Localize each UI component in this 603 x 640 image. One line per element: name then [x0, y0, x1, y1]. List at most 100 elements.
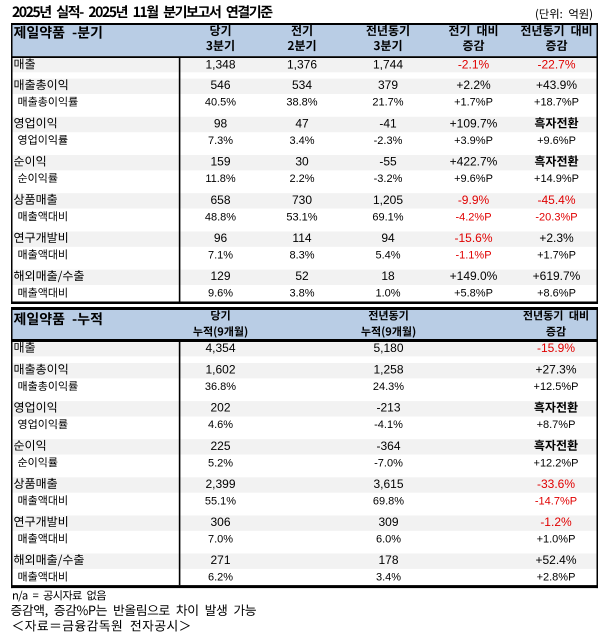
- svg-text:+9.6%P: +9.6%P: [537, 135, 576, 147]
- svg-text:47: 47: [295, 116, 309, 130]
- svg-text:730: 730: [292, 193, 312, 207]
- svg-text:-55: -55: [379, 155, 397, 169]
- svg-text:3.4%: 3.4%: [376, 572, 401, 584]
- svg-text:178: 178: [378, 553, 398, 567]
- svg-text:-1.1%P: -1.1%P: [455, 250, 491, 262]
- svg-text:1,348: 1,348: [205, 57, 235, 71]
- svg-text:36.8%: 36.8%: [205, 381, 236, 393]
- svg-text:2.2%: 2.2%: [289, 173, 314, 185]
- svg-text:7.3%: 7.3%: [208, 135, 233, 147]
- svg-text:-3.2%: -3.2%: [374, 173, 403, 185]
- svg-text:202: 202: [210, 401, 230, 415]
- svg-text:+12.2%P: +12.2%P: [534, 457, 579, 469]
- svg-text:98: 98: [214, 116, 228, 130]
- svg-text:+14.9%P: +14.9%P: [534, 173, 579, 185]
- svg-text:69.1%: 69.1%: [372, 211, 403, 223]
- svg-text:+619.7%: +619.7%: [533, 269, 581, 283]
- svg-text:-364: -364: [376, 439, 400, 453]
- svg-text:-9.9%: -9.9%: [458, 193, 490, 207]
- svg-text:+2.2%: +2.2%: [456, 78, 491, 92]
- svg-text:-20.3%P: -20.3%P: [535, 211, 577, 223]
- svg-text:-2.1%: -2.1%: [458, 57, 490, 71]
- svg-text:159: 159: [210, 155, 230, 169]
- svg-text:309: 309: [378, 515, 398, 529]
- svg-text:2,399: 2,399: [205, 477, 235, 491]
- svg-text:+52.4%: +52.4%: [535, 553, 576, 567]
- svg-text:-45.4%: -45.4%: [537, 193, 575, 207]
- svg-text:21.7%: 21.7%: [372, 97, 403, 109]
- svg-text:+422.7%: +422.7%: [450, 155, 498, 169]
- svg-text:+149.0%: +149.0%: [450, 269, 498, 283]
- svg-text:1,744: 1,744: [373, 57, 403, 71]
- svg-text:+8.6%P: +8.6%P: [537, 288, 576, 300]
- svg-text:55.1%: 55.1%: [205, 495, 236, 507]
- svg-text:1.0%: 1.0%: [375, 288, 400, 300]
- svg-text:-213: -213: [376, 401, 400, 415]
- svg-text:-4.1%: -4.1%: [374, 419, 403, 431]
- svg-text:40.5%: 40.5%: [205, 97, 236, 109]
- svg-text:24.3%: 24.3%: [373, 381, 404, 393]
- svg-text:-1.2%: -1.2%: [540, 515, 572, 529]
- svg-text:225: 225: [210, 439, 230, 453]
- svg-text:3.4%: 3.4%: [289, 135, 314, 147]
- svg-text:+18.7%P: +18.7%P: [534, 97, 579, 109]
- svg-text:4,354: 4,354: [205, 341, 235, 355]
- svg-text:5.4%: 5.4%: [375, 250, 400, 262]
- svg-text:658: 658: [210, 193, 230, 207]
- svg-text:94: 94: [381, 231, 395, 245]
- svg-text:53.1%: 53.1%: [286, 211, 317, 223]
- svg-text:+9.6%P: +9.6%P: [454, 173, 493, 185]
- svg-text:+2.8%P: +2.8%P: [537, 572, 576, 584]
- svg-text:114: 114: [292, 231, 311, 245]
- svg-text:-15.9%: -15.9%: [537, 341, 575, 355]
- svg-text:306: 306: [210, 515, 230, 529]
- svg-text:11.8%: 11.8%: [205, 173, 236, 185]
- svg-text:+43.9%: +43.9%: [536, 78, 577, 92]
- svg-text:+5.8%P: +5.8%P: [454, 288, 493, 300]
- svg-text:+2.3%: +2.3%: [539, 231, 574, 245]
- svg-text:1,258: 1,258: [373, 363, 403, 377]
- svg-text:1,205: 1,205: [373, 193, 403, 207]
- svg-text:3,615: 3,615: [373, 477, 403, 491]
- svg-text:1,376: 1,376: [287, 57, 317, 71]
- svg-text:-2.3%: -2.3%: [374, 135, 403, 147]
- svg-text:5.2%: 5.2%: [208, 457, 233, 469]
- svg-text:+27.3%: +27.3%: [535, 363, 576, 377]
- svg-text:5,180: 5,180: [373, 341, 403, 355]
- svg-text:+8.7%P: +8.7%P: [537, 419, 576, 431]
- svg-text:30: 30: [295, 155, 309, 169]
- svg-text:+1.0%P: +1.0%P: [537, 534, 576, 546]
- svg-text:534: 534: [292, 78, 312, 92]
- svg-text:-41: -41: [379, 116, 397, 130]
- svg-text:-15.6%: -15.6%: [454, 231, 492, 245]
- svg-text:-22.7%: -22.7%: [537, 57, 575, 71]
- svg-text:6.2%: 6.2%: [208, 572, 233, 584]
- svg-text:18: 18: [381, 269, 395, 283]
- svg-text:38.8%: 38.8%: [286, 97, 317, 109]
- svg-text:+1.7%P: +1.7%P: [454, 97, 493, 109]
- svg-text:+3.9%P: +3.9%P: [454, 135, 493, 147]
- svg-text:6.0%: 6.0%: [376, 534, 401, 546]
- svg-text:4.6%: 4.6%: [208, 419, 233, 431]
- svg-text:+12.5%P: +12.5%P: [534, 381, 579, 393]
- svg-text:379: 379: [378, 78, 398, 92]
- svg-text:-14.7%P: -14.7%P: [535, 495, 577, 507]
- svg-text:+1.7%P: +1.7%P: [537, 250, 576, 262]
- svg-text:7.1%: 7.1%: [208, 250, 233, 262]
- svg-text:8.3%: 8.3%: [289, 250, 314, 262]
- svg-text:7.0%: 7.0%: [208, 534, 233, 546]
- svg-text:52: 52: [295, 269, 309, 283]
- svg-text:129: 129: [210, 269, 230, 283]
- svg-text:-4.2%P: -4.2%P: [455, 211, 491, 223]
- svg-text:3.8%: 3.8%: [289, 288, 314, 300]
- svg-text:-33.6%: -33.6%: [537, 477, 575, 491]
- svg-text:-7.0%: -7.0%: [374, 457, 403, 469]
- svg-text:1,602: 1,602: [205, 363, 235, 377]
- svg-text:546: 546: [210, 78, 230, 92]
- svg-text:271: 271: [210, 553, 230, 567]
- svg-text:+109.7%: +109.7%: [450, 116, 498, 130]
- svg-text:9.6%: 9.6%: [208, 288, 233, 300]
- svg-text:96: 96: [214, 231, 228, 245]
- svg-text:69.8%: 69.8%: [373, 495, 404, 507]
- svg-text:48.8%: 48.8%: [205, 211, 236, 223]
